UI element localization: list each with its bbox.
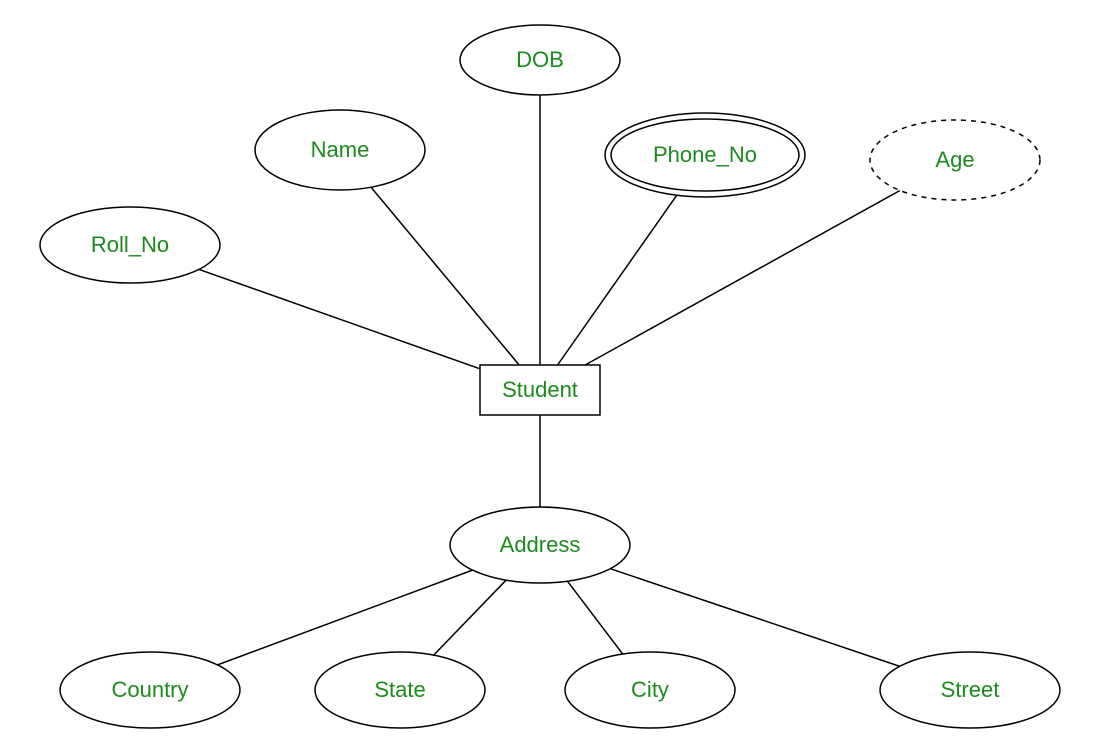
attribute-label: DOB xyxy=(516,47,564,72)
attribute-country: Country xyxy=(60,652,240,728)
edge-address-state xyxy=(434,580,506,655)
attribute-dob: DOB xyxy=(460,25,620,95)
nodes-layer: Student DOB Name Phone_No Age Roll_No Address C… xyxy=(40,25,1060,728)
attribute-label: Age xyxy=(935,147,974,172)
attribute-label: State xyxy=(374,677,425,702)
attribute-name: Name xyxy=(255,110,425,190)
attribute-city: City xyxy=(565,652,735,728)
attribute-label: Street xyxy=(941,677,1000,702)
attribute-label: Phone_No xyxy=(653,142,757,167)
attribute-phone: Phone_No xyxy=(605,113,805,197)
attribute-label: Roll_No xyxy=(91,232,169,257)
edge-address-city xyxy=(567,581,622,654)
attribute-address: Address xyxy=(450,507,630,583)
edge-address-country xyxy=(218,570,473,665)
entity-student: Student xyxy=(480,365,600,415)
attribute-label: Country xyxy=(111,677,188,702)
attribute-label: City xyxy=(631,677,669,702)
entity-label: Student xyxy=(502,377,578,402)
attribute-rollno: Roll_No xyxy=(40,207,220,283)
attribute-label: Name xyxy=(311,137,370,162)
attribute-age: Age xyxy=(870,120,1040,200)
edge-student-phone xyxy=(558,195,677,365)
attribute-state: State xyxy=(315,652,485,728)
attribute-label: Address xyxy=(500,532,581,557)
edge-student-rollno xyxy=(199,269,480,368)
attribute-street: Street xyxy=(880,652,1060,728)
er-diagram: Student DOB Name Phone_No Age Roll_No Address C… xyxy=(0,0,1112,753)
edge-student-age xyxy=(585,190,900,365)
